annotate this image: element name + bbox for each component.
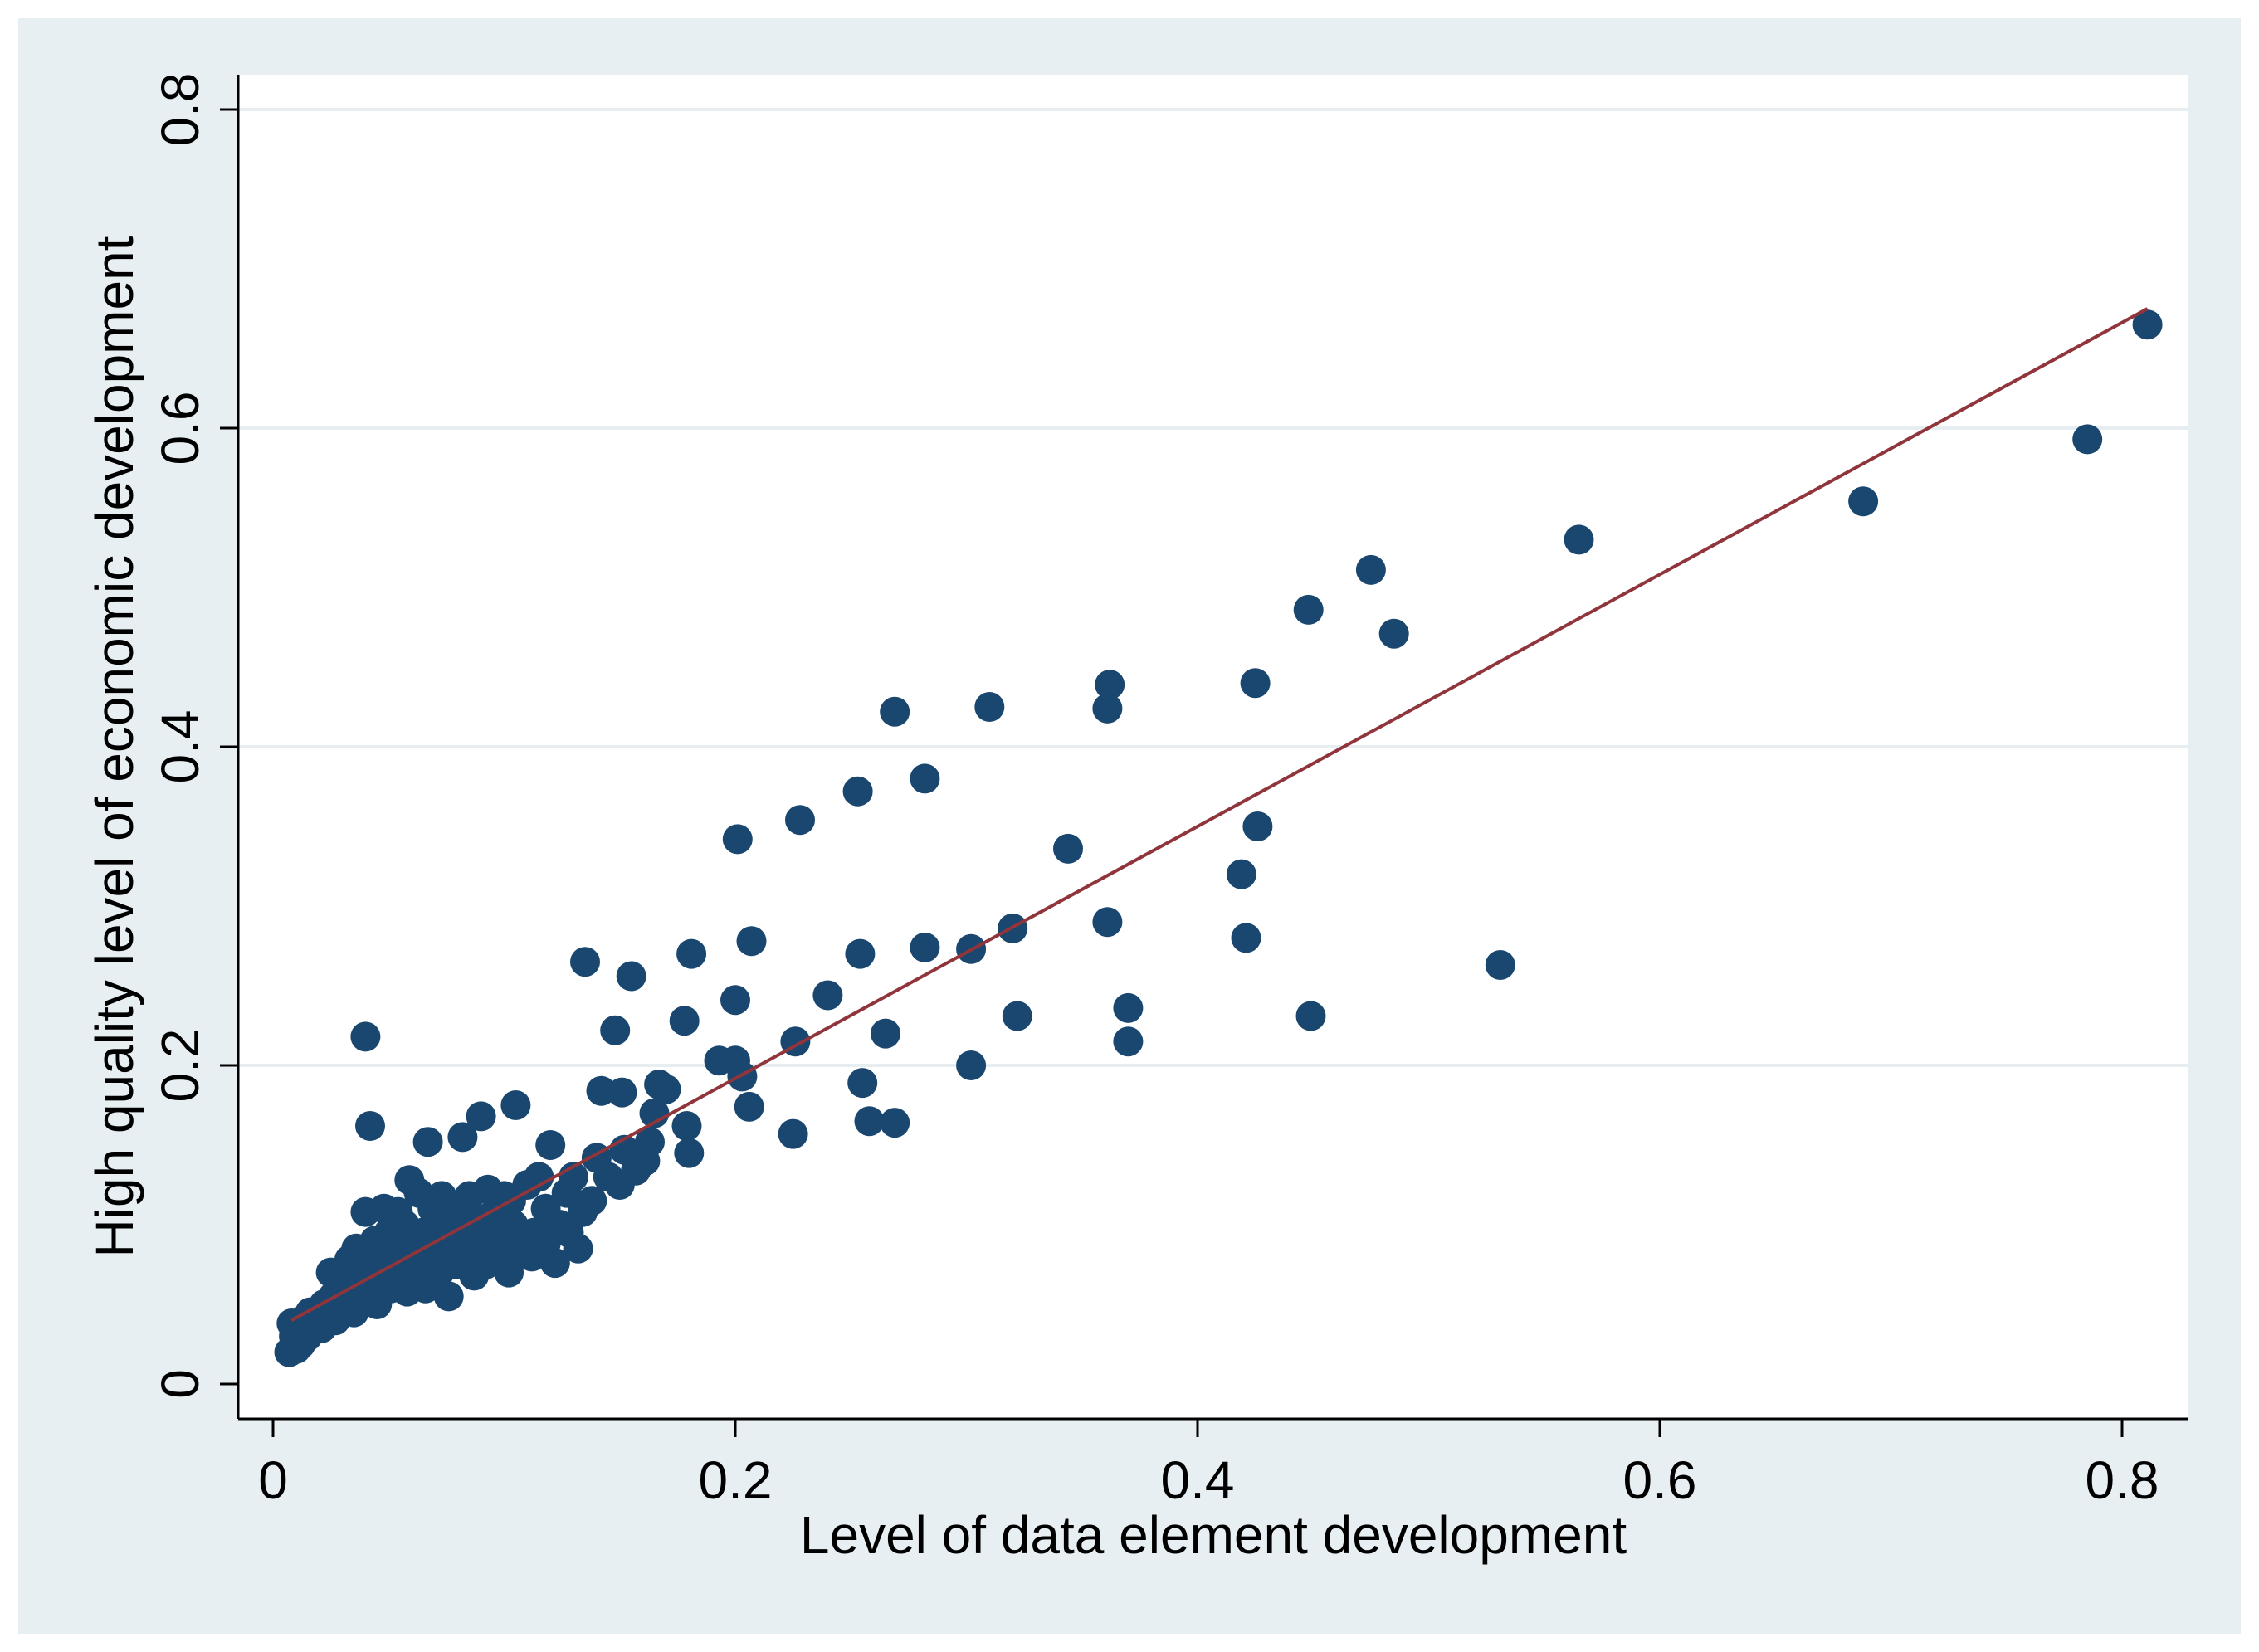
fit-line-group [290, 307, 2149, 1322]
data-point [639, 1098, 670, 1128]
y-axis-label: High quality level of economic developme… [85, 236, 144, 1257]
data-point [1092, 693, 1123, 724]
data-point [847, 1068, 878, 1099]
data-point [500, 1090, 531, 1120]
data-point [593, 1162, 623, 1192]
data-point [671, 1111, 702, 1141]
data-point [274, 1337, 305, 1367]
data-point [842, 776, 873, 807]
data-point [1564, 524, 1594, 555]
data-point [1242, 811, 1273, 841]
data-point [466, 1101, 496, 1132]
data-point [2132, 309, 2163, 340]
data-point [551, 1177, 582, 1208]
fit-line [290, 307, 2149, 1322]
data-point [433, 1281, 464, 1312]
y-tick-label: 0.2 [150, 1029, 210, 1103]
data-point [720, 985, 750, 1016]
data-point [355, 1111, 385, 1141]
data-point [910, 763, 940, 794]
data-point [974, 692, 1005, 722]
data-point [736, 926, 767, 957]
data-points [274, 309, 2163, 1367]
data-point [1113, 1026, 1144, 1057]
data-point [350, 1021, 381, 1052]
data-point [394, 1165, 425, 1196]
data-point [785, 805, 815, 836]
gridlines [238, 108, 2188, 1067]
x-tick-label: 0.8 [2086, 1450, 2159, 1510]
data-point [1095, 670, 1125, 700]
data-point [1240, 668, 1271, 699]
data-point [1092, 907, 1123, 938]
y-tick-label: 0 [150, 1369, 210, 1399]
data-point [1053, 833, 1083, 864]
data-point [447, 1122, 478, 1153]
data-point [845, 938, 876, 969]
data-point [1002, 1001, 1032, 1031]
data-point [854, 1106, 885, 1137]
data-point [1485, 950, 1515, 980]
data-point [577, 1186, 607, 1216]
data-point [570, 947, 600, 977]
data-point [644, 1070, 675, 1099]
x-axis-label: Level of data element development [800, 1505, 1627, 1565]
data-point [1355, 554, 1386, 585]
data-point [1226, 859, 1256, 889]
data-point [676, 938, 707, 969]
data-point [412, 1127, 443, 1157]
data-point [350, 1196, 381, 1227]
data-point [586, 1075, 617, 1106]
data-point [1293, 594, 1324, 625]
data-point [535, 1130, 566, 1160]
y-tick-label: 0.8 [150, 73, 210, 147]
x-tick-label: 0.6 [1623, 1450, 1697, 1510]
data-point [505, 1238, 535, 1269]
data-point [1295, 1001, 1326, 1031]
data-point [704, 1045, 734, 1076]
data-point [880, 696, 910, 727]
x-tick-label: 0 [258, 1450, 288, 1510]
data-point [323, 1289, 353, 1319]
data-point [530, 1193, 561, 1224]
data-point [880, 1108, 910, 1138]
data-point [910, 932, 940, 962]
y-tick-label: 0.6 [150, 392, 210, 465]
tick-marks: 0 0.2 0.4 0.6 0.8 0 0.2 0.4 0.6 0.8 [150, 73, 2159, 1510]
data-point [616, 961, 646, 992]
data-point [734, 1091, 764, 1122]
data-point [1113, 992, 1144, 1023]
x-tick-label: 0.2 [699, 1450, 773, 1510]
data-point [956, 1050, 987, 1080]
y-tick-label: 0.4 [150, 710, 210, 784]
data-point [1378, 618, 1409, 649]
data-point [812, 980, 843, 1011]
data-point [669, 1006, 700, 1036]
data-point [1231, 923, 1261, 953]
data-point [554, 1217, 584, 1248]
data-point [674, 1138, 705, 1168]
data-point [871, 1018, 900, 1049]
x-tick-label: 0.4 [1161, 1450, 1235, 1510]
data-point [600, 1015, 631, 1045]
data-point [778, 1118, 808, 1149]
data-point [1848, 486, 1879, 517]
data-point [722, 824, 753, 855]
data-point [2072, 424, 2103, 455]
